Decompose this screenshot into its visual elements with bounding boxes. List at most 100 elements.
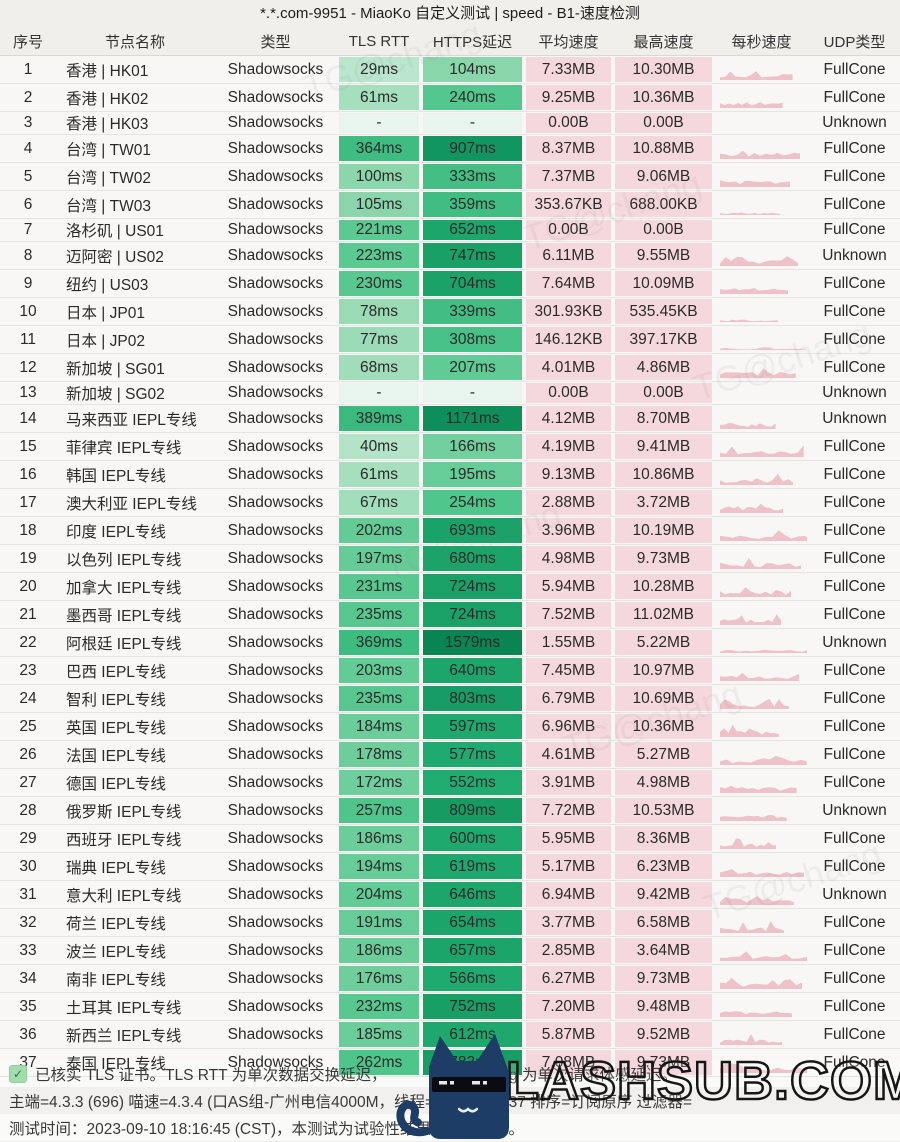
https-latency-value: 752ms bbox=[423, 994, 522, 1019]
cell-node-type: Shadowsocks bbox=[227, 437, 324, 455]
tls-rtt-value: 77ms bbox=[339, 327, 419, 352]
cell-index: 15 bbox=[19, 437, 37, 455]
https-latency-value: 566ms bbox=[423, 966, 522, 991]
cell-index: 7 bbox=[23, 221, 33, 238]
cell-speed-per-second bbox=[714, 769, 809, 796]
cell-index: 26 bbox=[19, 745, 37, 763]
cell-tls-rtt: 364ms bbox=[337, 135, 421, 162]
cell-node-name: 土耳其 IEPL专线 bbox=[66, 999, 182, 1017]
cell-https-latency: 809ms bbox=[421, 797, 524, 824]
speed-sparkline bbox=[720, 614, 781, 625]
cell-index: 10 bbox=[19, 302, 37, 320]
cell-index: 12 bbox=[19, 358, 37, 376]
cell-https-latency: 680ms bbox=[421, 545, 524, 572]
tls-rtt-value: 202ms bbox=[339, 518, 419, 543]
avg-speed-value: 146.12KB bbox=[526, 327, 611, 352]
cell-tls-rtt: 184ms bbox=[337, 713, 421, 740]
cell-udp-type: FullCone bbox=[823, 274, 886, 292]
cell-avg-speed: 0.00B bbox=[524, 219, 613, 241]
https-latency-value: 1171ms bbox=[423, 406, 522, 431]
https-latency-value: 652ms bbox=[423, 220, 522, 240]
cell-index: 8 bbox=[23, 246, 33, 264]
cell-speed-per-second bbox=[714, 461, 809, 488]
max-speed-value: 9.52MB bbox=[615, 1022, 712, 1047]
cell-tls-rtt: 235ms bbox=[337, 685, 421, 712]
cell-udp-type: Unknown bbox=[822, 885, 887, 903]
cell-index: 18 bbox=[19, 521, 37, 539]
tls-rtt-value: 235ms bbox=[339, 686, 419, 711]
cell-node-type: Shadowsocks bbox=[227, 633, 324, 651]
cell-speed-per-second bbox=[714, 797, 809, 824]
max-speed-value: 10.36MB bbox=[615, 714, 712, 739]
avg-speed-value: 3.77MB bbox=[526, 910, 611, 935]
max-speed-value: 9.42MB bbox=[615, 882, 712, 907]
table-row: 23 巴西 IEPL专线 Shadowsocks 203ms 640ms 7.45MB 10… bbox=[0, 657, 900, 685]
cell-speed-per-second bbox=[714, 713, 809, 740]
max-speed-value: 10.30MB bbox=[615, 57, 712, 82]
cell-avg-speed: 6.94MB bbox=[524, 881, 613, 908]
cell-index: 17 bbox=[19, 493, 37, 511]
avg-speed-value: 8.37MB bbox=[526, 136, 611, 161]
cell-speed-per-second bbox=[714, 354, 809, 381]
max-speed-value: 10.53MB bbox=[615, 798, 712, 823]
cell-node-type: Shadowsocks bbox=[227, 88, 324, 106]
cell-node-type: Shadowsocks bbox=[227, 969, 324, 987]
max-speed-value: 10.36MB bbox=[615, 85, 712, 110]
cell-node-name: 菲律宾 IEPL专线 bbox=[66, 439, 182, 457]
cell-avg-speed: 5.17MB bbox=[524, 853, 613, 880]
cell-tls-rtt: 29ms bbox=[337, 56, 421, 83]
cell-https-latency: 724ms bbox=[421, 573, 524, 600]
cell-node-name: 西班牙 IEPL专线 bbox=[66, 831, 182, 849]
https-latency-value: 640ms bbox=[423, 658, 522, 683]
max-speed-value: 688.00KB bbox=[615, 192, 712, 217]
cell-avg-speed: 9.25MB bbox=[524, 84, 613, 111]
avg-speed-value: 9.25MB bbox=[526, 85, 611, 110]
table-row: 2 香港 | HK02 Shadowsocks 61ms 240ms 9.25MB 10.3… bbox=[0, 84, 900, 112]
speed-sparkline bbox=[720, 445, 804, 457]
https-latency-value: 254ms bbox=[423, 490, 522, 515]
cell-https-latency: 803ms bbox=[421, 685, 524, 712]
tls-rtt-value: 364ms bbox=[339, 136, 419, 161]
cell-node-type: Shadowsocks bbox=[227, 773, 324, 791]
cell-https-latency: 359ms bbox=[421, 191, 524, 218]
cell-max-speed: 9.06MB bbox=[613, 163, 714, 190]
cell-tls-rtt: 197ms bbox=[337, 545, 421, 572]
cell-node-type: Shadowsocks bbox=[227, 330, 324, 348]
cell-speed-per-second bbox=[714, 326, 809, 353]
footer-line-3: 测试时间：2023-09-10 18:16:45 (CST)，本测试为试验性结果… bbox=[0, 1114, 900, 1141]
cell-tls-rtt: 230ms bbox=[337, 270, 421, 297]
cell-udp-type: FullCone bbox=[823, 745, 886, 763]
max-speed-value: 4.86MB bbox=[615, 355, 712, 380]
cell-node-type: Shadowsocks bbox=[227, 549, 324, 567]
cell-speed-per-second bbox=[714, 909, 809, 936]
table-row: 15 菲律宾 IEPL专线 Shadowsocks 40ms 166ms 4.19MB 9.… bbox=[0, 433, 900, 461]
table-row: 5 台湾 | TW02 Shadowsocks 100ms 333ms 7.37MB 9.0… bbox=[0, 163, 900, 191]
cell-tls-rtt: 172ms bbox=[337, 769, 421, 796]
cell-max-speed: 8.70MB bbox=[613, 405, 714, 432]
avg-speed-value: 5.94MB bbox=[526, 574, 611, 599]
cell-udp-type: Unknown bbox=[822, 633, 887, 651]
cell-udp-type: FullCone bbox=[823, 358, 886, 376]
speed-sparkline bbox=[720, 288, 788, 294]
max-speed-value: 5.22MB bbox=[615, 630, 712, 655]
max-speed-value: 10.86MB bbox=[615, 462, 712, 487]
cell-avg-speed: 5.87MB bbox=[524, 1021, 613, 1048]
tls-rtt-value: 40ms bbox=[339, 434, 419, 459]
table-row: 9 纽约 | US03 Shadowsocks 230ms 704ms 7.64MB 10.… bbox=[0, 270, 900, 298]
cell-speed-per-second bbox=[714, 298, 809, 325]
column-header-5: 平均速度 bbox=[538, 33, 599, 51]
https-latency-value: 1579ms bbox=[423, 630, 522, 655]
cell-tls-rtt: 257ms bbox=[337, 797, 421, 824]
cell-https-latency: 254ms bbox=[421, 489, 524, 516]
cell-tls-rtt: 176ms bbox=[337, 965, 421, 992]
footer-line1-left: 已核实 TLS 证书。TLS RTT 为单次数据交换延迟， bbox=[35, 1066, 387, 1084]
speed-sparkline bbox=[720, 558, 801, 569]
cell-node-name: 台湾 | TW01 bbox=[66, 141, 151, 159]
cell-index: 19 bbox=[19, 549, 37, 567]
table-row: 18 印度 IEPL专线 Shadowsocks 202ms 693ms 3.96MB 10… bbox=[0, 517, 900, 545]
avg-speed-value: 301.93KB bbox=[526, 299, 611, 324]
cell-udp-type: Unknown bbox=[822, 801, 887, 819]
cell-max-speed: 10.30MB bbox=[613, 56, 714, 83]
cell-https-latency: 240ms bbox=[421, 84, 524, 111]
cell-node-name: 马来西亚 IEPL专线 bbox=[66, 411, 197, 429]
